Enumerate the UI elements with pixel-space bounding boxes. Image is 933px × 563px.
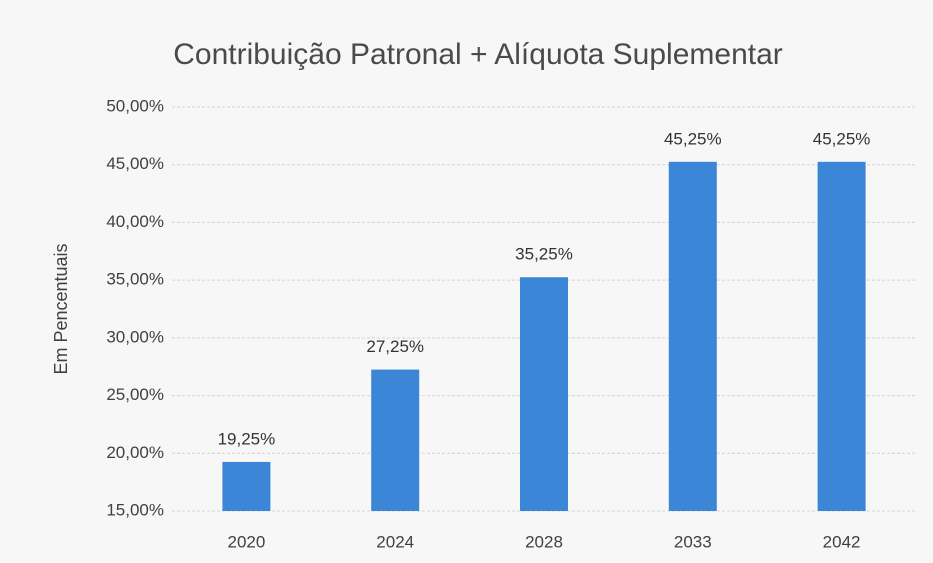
y-tick-label: 20,00% [106,443,164,462]
y-tick-label: 15,00% [106,500,164,519]
x-tick-label: 2028 [525,532,563,551]
bar [520,277,568,511]
bar [668,161,717,512]
value-label: 45,25% [813,129,871,148]
x-tick-label: 2033 [674,532,712,551]
x-tick-label: 2042 [823,532,861,551]
x-tick-label: 2024 [376,532,414,551]
y-tick-label: 25,00% [106,385,164,404]
y-axis-label: Em Pencentuais [51,243,71,374]
value-label: 35,25% [515,245,573,264]
x-tick-label: 2020 [227,532,265,551]
bar [222,461,271,511]
y-tick-label: 50,00% [106,96,164,115]
value-label: 27,25% [366,337,424,356]
bar [371,369,420,511]
y-tick-label: 40,00% [106,212,164,231]
y-tick-label: 30,00% [106,327,164,346]
y-tick-label: 35,00% [106,270,164,289]
value-label: 45,25% [664,129,722,148]
y-tick-label: 45,00% [106,154,164,173]
chart-title: Contribuição Patronal + Alíquota Supleme… [173,38,783,71]
bar [817,161,866,512]
value-label: 19,25% [218,429,276,448]
